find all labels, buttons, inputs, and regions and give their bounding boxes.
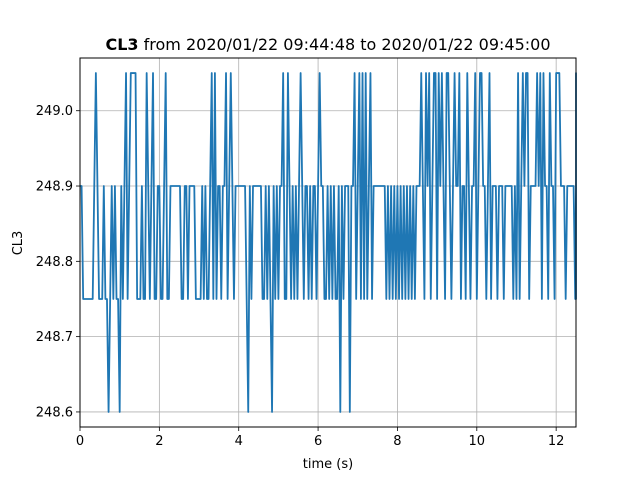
y-tick-label: 248.7: [36, 330, 73, 345]
chart-title-rest: from 2020/01/22 09:44:48 to 2020/01/22 0…: [139, 35, 551, 54]
x-tick-label: 8: [393, 434, 401, 449]
chart-title-bold: CL3: [105, 35, 138, 54]
series-line: [80, 72, 577, 413]
x-tick-label: 2: [155, 434, 163, 449]
x-tick-label: 6: [314, 434, 322, 449]
x-tick-label: 10: [469, 434, 486, 449]
x-axis: 0 2 4 6 8 10 12: [76, 427, 565, 449]
x-axis-label: time (s): [303, 457, 353, 472]
y-tick-label: 248.8: [36, 255, 73, 270]
chart-title: CL3 from 2020/01/22 09:44:48 to 2020/01/…: [105, 35, 550, 54]
y-axis: 248.6 248.7 248.8 248.9 249.0: [36, 104, 80, 420]
y-tick-label: 249.0: [36, 104, 73, 119]
plot-frame: [79, 57, 577, 428]
x-tick-label: 4: [235, 434, 243, 449]
y-axis-label: CL3: [11, 231, 26, 256]
x-tick-label: 12: [548, 434, 565, 449]
y-tick-label: 248.6: [36, 405, 73, 420]
y-tick-label: 248.9: [36, 180, 73, 195]
x-tick-label: 0: [76, 434, 84, 449]
